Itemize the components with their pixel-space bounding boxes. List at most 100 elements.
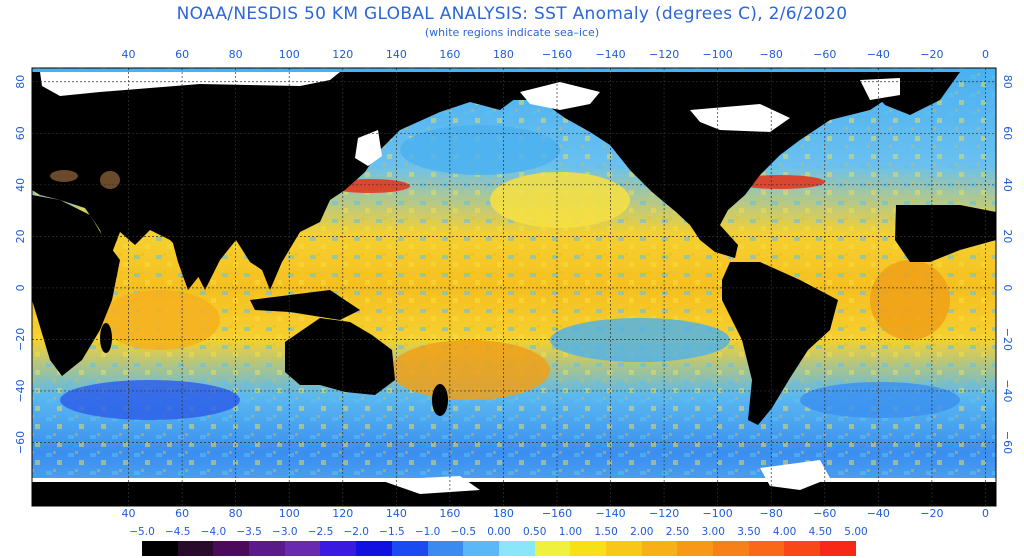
land-south-america	[722, 262, 838, 425]
map-frame	[31, 67, 997, 507]
legend-tick-label: −4.5	[164, 526, 191, 538]
legend-tick-label: 3.50	[737, 526, 761, 538]
legend-swatch	[427, 541, 464, 556]
legend-tick-label: 1.00	[558, 526, 583, 538]
longitude-tick-label-bottom: 40	[122, 507, 136, 520]
legend-swatch	[498, 541, 535, 556]
longitude-tick-label-bottom: −120	[649, 507, 679, 520]
legend-swatch	[320, 541, 357, 556]
longitude-tick-label-top: 180	[493, 48, 514, 61]
land-madagascar	[100, 323, 112, 353]
legend-swatch	[748, 541, 785, 556]
longitude-tick-label-bottom: −100	[703, 507, 733, 520]
longitude-tick-label-top: 0	[982, 48, 989, 61]
latitude-labels-left: 80 60 40 20 0 −20 −40 −60	[14, 75, 27, 454]
longitude-labels-top: 40 60 80 100 120 140 160 180 −160 −140 −120 −100 −80…	[122, 48, 989, 61]
longitude-tick-label-bottom: −80	[760, 507, 783, 520]
legend-tick-label: 0.00	[487, 526, 511, 538]
longitude-tick-label-top: 140	[386, 48, 407, 61]
latitude-tick-label-left: 20	[14, 229, 27, 243]
legend-tick-label: 4.50	[808, 526, 832, 538]
longitude-tick-label-bottom: 80	[229, 507, 243, 520]
longitude-tick-label-top: 40	[122, 48, 136, 61]
legend-swatch	[356, 541, 392, 556]
legend-tick-label: 4.00	[772, 526, 797, 538]
legend-tick-label: 1.50	[594, 526, 618, 538]
latitude-tick-label-left: −20	[14, 328, 27, 351]
longitude-tick-label-bottom: 100	[279, 507, 300, 520]
legend-tick-label: −2.0	[343, 526, 369, 538]
land-indonesia	[250, 290, 360, 320]
longitude-labels-bottom: 40 60 80 100 120 140 160 180 −160 −140 −120 −100 −80…	[122, 507, 989, 520]
legend-swatch	[249, 541, 285, 556]
latitude-tick-label-left: 40	[14, 178, 27, 192]
latitude-labels-right: 80 60 40 20 0 −20 −40 −60	[1001, 75, 1014, 454]
legend-tick-label: −3.0	[272, 526, 298, 538]
legend-tick-label: −0.5	[450, 526, 477, 538]
legend-tick-label: −1.5	[379, 526, 405, 538]
legend-swatch	[177, 541, 214, 556]
map-title: NOAA/NESDIS 50 KM GLOBAL ANALYSIS: SST A…	[176, 4, 848, 24]
latitude-tick-label-right: 40	[1001, 178, 1014, 192]
legend-swatch	[213, 541, 250, 556]
legend-tick-label: −3.5	[236, 526, 262, 538]
legend-tick-label: −2.5	[307, 526, 334, 538]
latitude-tick-label-right: −60	[1001, 431, 1014, 454]
latitude-tick-label-left: 0	[14, 284, 27, 291]
land-africa	[32, 195, 120, 376]
legend-swatch	[605, 541, 642, 556]
latitude-tick-label-right: 0	[1001, 284, 1014, 291]
legend-swatch	[713, 541, 749, 556]
legend-swatch	[534, 541, 571, 556]
longitude-tick-label-top: −40	[867, 48, 890, 61]
sea-ice	[32, 72, 996, 494]
longitude-tick-label-top: −60	[813, 48, 836, 61]
color-legend-bar	[142, 541, 856, 556]
land-north-america	[500, 72, 900, 258]
legend-swatch	[142, 541, 178, 556]
land-australia	[285, 318, 395, 395]
latitude-tick-label-left: −40	[14, 379, 27, 402]
legend-tick-label: 2.50	[665, 526, 690, 538]
longitude-tick-label-top: −20	[920, 48, 943, 61]
longitude-tick-label-top: 120	[332, 48, 353, 61]
longitude-tick-label-top: −100	[703, 48, 733, 61]
legend-tick-label: 3.00	[701, 526, 725, 538]
land-africa-east	[895, 205, 996, 262]
legend-tick-label: −5.0	[129, 526, 155, 538]
sst-anomaly-map: 40 60 80 100 120 140 160 180 −160 −140 −120 −100 −80…	[14, 48, 1014, 520]
longitude-tick-label-bottom: −60	[813, 507, 836, 520]
warm-anomaly-patches	[100, 172, 950, 400]
latitude-tick-label-right: −40	[1001, 379, 1014, 402]
longitude-tick-label-bottom: 60	[175, 507, 189, 520]
longitude-tick-label-top: 100	[279, 48, 300, 61]
latitude-tick-label-left: −60	[14, 431, 27, 454]
land-eurasia	[32, 72, 520, 290]
legend-tick-label: 5.00	[844, 526, 868, 538]
longitude-tick-label-top: 160	[439, 48, 460, 61]
longitude-tick-label-bottom: −160	[542, 507, 572, 520]
latitude-tick-label-right: −20	[1001, 328, 1014, 351]
longitude-tick-label-bottom: 0	[982, 507, 989, 520]
latitude-tick-label-left: 60	[14, 126, 27, 140]
land-antarctica	[32, 478, 996, 506]
longitude-tick-label-top: −160	[542, 48, 572, 61]
legend-swatch	[820, 541, 856, 556]
legend-swatch	[284, 541, 321, 556]
longitude-tick-label-top: −120	[649, 48, 679, 61]
longitude-tick-label-top: −140	[595, 48, 625, 61]
longitude-tick-label-top: 80	[229, 48, 243, 61]
legend-swatch	[570, 541, 606, 556]
legend-tick-label: −1.0	[414, 526, 441, 538]
longitude-tick-label-top: −80	[760, 48, 783, 61]
legend-swatch	[463, 541, 499, 556]
longitude-tick-label-bottom: 140	[386, 507, 407, 520]
latitude-tick-label-right: 20	[1001, 229, 1014, 243]
latitude-tick-label-right: 60	[1001, 126, 1014, 140]
longitude-tick-label-bottom: −40	[867, 507, 890, 520]
longitude-tick-label-bottom: −20	[920, 507, 943, 520]
longitude-tick-label-bottom: 180	[493, 507, 514, 520]
land-new-zealand	[432, 384, 448, 416]
land-india	[170, 232, 205, 290]
longitude-tick-label-top: 60	[175, 48, 189, 61]
